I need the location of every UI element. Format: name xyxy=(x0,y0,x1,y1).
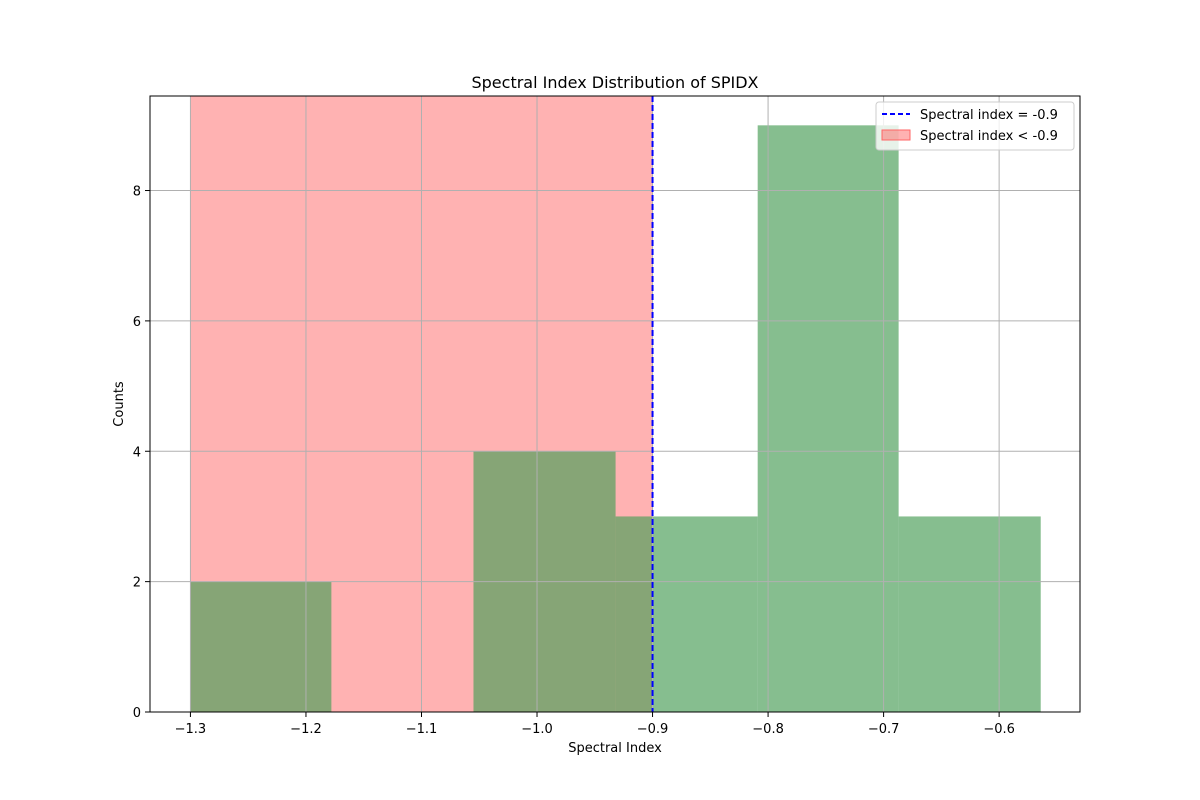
y-tick-label-3: 6 xyxy=(133,315,141,330)
histogram-bar-4 xyxy=(615,516,758,712)
y-tick-label-4: 8 xyxy=(133,185,141,200)
legend-swatch-shaded-region xyxy=(881,129,911,141)
x-tick-label-4: −0.9 xyxy=(637,722,669,737)
x-tick-label-2: −1.1 xyxy=(406,722,438,737)
histogram-bar-6 xyxy=(898,516,1041,712)
x-axis-ticks: −1.3 −1.2 −1.1 −1.0 −0.9 −0.8 −0.7 −0.6 xyxy=(175,712,1015,737)
y-tick-label-2: 4 xyxy=(133,445,141,460)
legend-box xyxy=(875,101,1075,151)
axes-border xyxy=(149,95,1081,713)
x-axis-title: Spectral Index xyxy=(568,741,662,756)
y-axis-ticks: 0 2 4 6 8 xyxy=(133,185,150,721)
x-tick-label-1: −1.2 xyxy=(290,722,322,737)
legend: Spectral index = -0.9 Spectral index < -… xyxy=(875,101,1075,151)
histogram-bar-1 xyxy=(190,581,332,712)
x-tick-label-0: −1.3 xyxy=(175,722,207,737)
x-tick-label-3: −1.0 xyxy=(521,722,553,737)
bars-layer xyxy=(190,125,1041,713)
x-tick-label-7: −0.6 xyxy=(983,722,1015,737)
x-tick-label-6: −0.7 xyxy=(868,722,900,737)
legend-label-shaded-region: Spectral index < -0.9 xyxy=(920,129,1058,144)
axes-frame xyxy=(149,95,1081,713)
x-tick-label-5: −0.8 xyxy=(752,722,784,737)
y-tick-label-1: 2 xyxy=(133,576,141,591)
legend-label-threshold-line: Spectral index = -0.9 xyxy=(920,108,1058,123)
chart-title: Spectral Index Distribution of SPIDX xyxy=(471,73,758,92)
histogram-bar-5 xyxy=(757,125,899,713)
y-tick-label-0: 0 xyxy=(133,706,141,721)
y-axis-title: Counts xyxy=(112,381,127,427)
